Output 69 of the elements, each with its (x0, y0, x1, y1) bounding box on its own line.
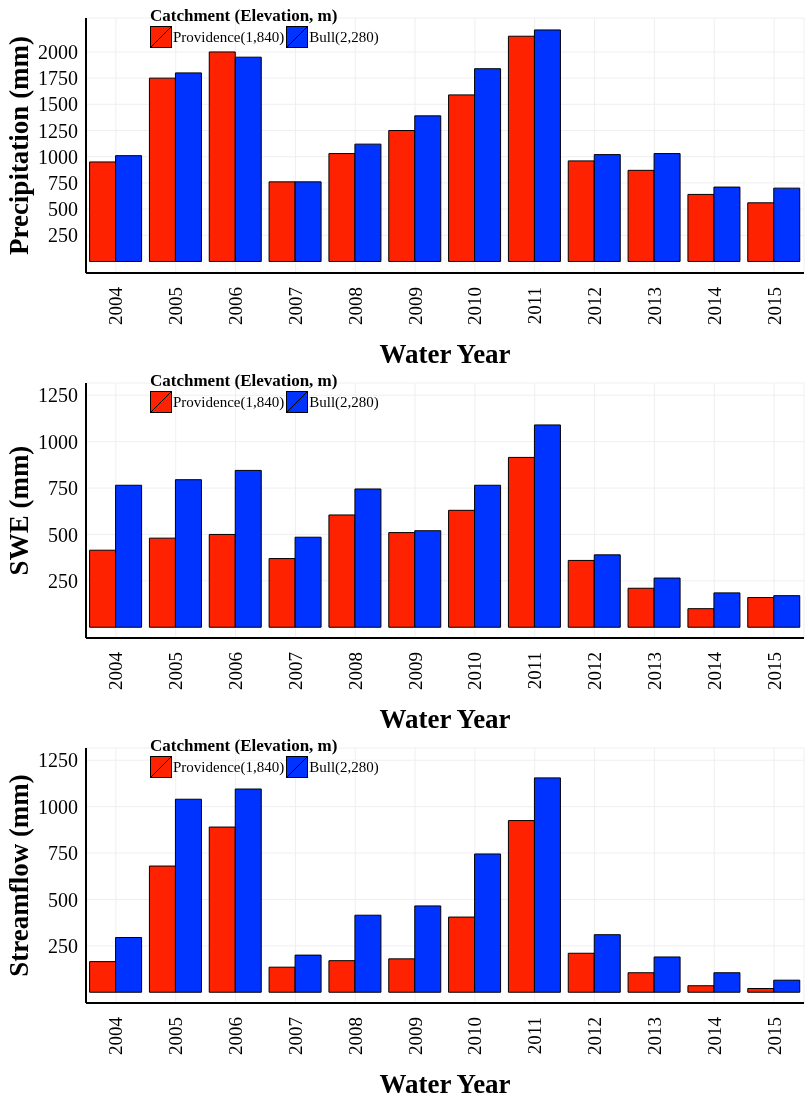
x-tick-label: 2009 (404, 652, 426, 690)
y-tick-label: 750 (48, 172, 78, 194)
y-tick-label: 1000 (38, 145, 78, 168)
x-tick-label: 2008 (344, 1017, 366, 1055)
x-tick-label: 2015 (763, 287, 785, 325)
x-tick-label: 2004 (105, 286, 127, 325)
y-tick-label: 1750 (38, 67, 78, 90)
x-tick-label: 2006 (225, 652, 247, 690)
y-tick-label: 250 (48, 934, 78, 957)
x-tick-label: 2004 (105, 651, 127, 690)
y-axis-title: SWE (mm) (3, 445, 34, 576)
x-tick-label: 2014 (703, 651, 725, 690)
x-axis-title: Water Year (379, 1069, 511, 1095)
y-tick-label: 500 (48, 523, 78, 546)
x-axis-title: Water Year (379, 704, 511, 734)
y-tick-label: 1000 (38, 795, 78, 818)
legend-title: Catchment (Elevation, m) (150, 736, 339, 756)
x-tick-label: 2004 (105, 1016, 127, 1055)
x-tick-label: 2005 (165, 652, 187, 690)
x-tick-label: 2010 (464, 1017, 486, 1055)
y-tick-label: 500 (48, 198, 78, 221)
y-tick-label: 1500 (38, 93, 78, 116)
x-tick-label: 2007 (284, 652, 306, 690)
y-tick-label: 750 (48, 842, 78, 865)
y-tick-label: 750 (48, 477, 78, 500)
x-tick-label: 2014 (703, 286, 725, 325)
x-tick-label: 2011 (524, 652, 546, 690)
legend-label: Bull(2,280) (309, 393, 379, 411)
x-tick-label: 2009 (404, 287, 426, 325)
y-tick-label: 1250 (38, 384, 78, 407)
x-tick-label: 2012 (584, 652, 606, 690)
y-tick-label: 250 (48, 224, 78, 247)
legend-label: Bull(2,280) (309, 758, 379, 776)
x-tick-label: 2015 (763, 1017, 785, 1055)
x-tick-label: 2010 (464, 287, 486, 325)
y-tick-label: 500 (48, 888, 78, 911)
x-tick-label: 2005 (165, 287, 187, 325)
legend-label: Providence(1,840) (173, 28, 285, 46)
x-tick-label: 2008 (344, 287, 366, 325)
x-tick-label: 2012 (584, 287, 606, 325)
x-tick-label: 2014 (703, 1016, 725, 1055)
x-tick-label: 2013 (643, 1017, 665, 1055)
legend-label: Bull(2,280) (309, 28, 379, 46)
y-tick-label: 2000 (38, 41, 78, 64)
x-tick-label: 2006 (225, 287, 247, 325)
x-tick-label: 2011 (524, 287, 546, 325)
y-axis-title: Precipitation (mm) (3, 35, 34, 256)
x-tick-label: 2007 (284, 1017, 306, 1055)
x-tick-label: 2011 (524, 1017, 546, 1055)
x-tick-label: 2013 (643, 287, 665, 325)
x-tick-label: 2007 (284, 287, 306, 325)
y-tick-label: 1000 (38, 430, 78, 453)
x-tick-label: 2010 (464, 652, 486, 690)
x-tick-label: 2009 (404, 1017, 426, 1055)
x-tick-label: 2005 (165, 1017, 187, 1055)
x-tick-label: 2012 (584, 1017, 606, 1055)
legend-title: Catchment (Elevation, m) (150, 6, 339, 26)
legend-label: Providence(1,840) (173, 758, 285, 776)
y-tick-label: 1250 (38, 749, 78, 772)
legend-title: Catchment (Elevation, m) (150, 371, 339, 391)
y-tick-label: 250 (48, 569, 78, 592)
x-tick-label: 2008 (344, 652, 366, 690)
x-tick-label: 2006 (225, 1017, 247, 1055)
x-tick-label: 2015 (763, 652, 785, 690)
y-tick-label: 1250 (38, 119, 78, 142)
legend-label: Providence(1,840) (173, 393, 285, 411)
y-axis-title: Streamflow (mm) (3, 774, 34, 977)
x-tick-label: 2013 (643, 652, 665, 690)
x-axis-title: Water Year (379, 339, 511, 369)
